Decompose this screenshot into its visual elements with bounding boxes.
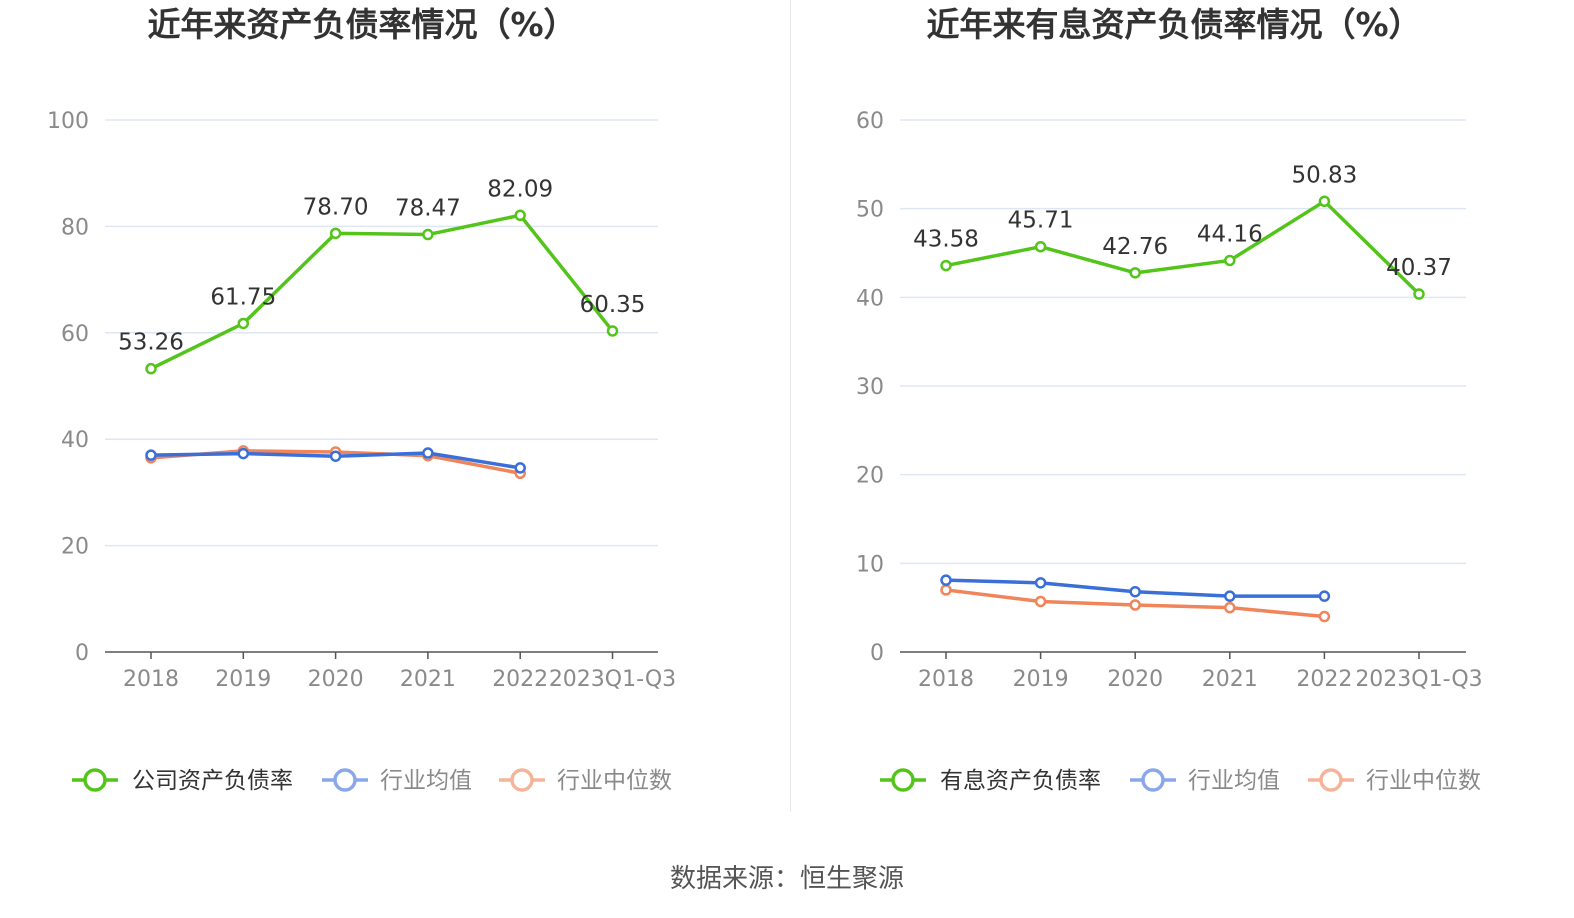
data-point-company xyxy=(1413,288,1425,300)
y-tick-label: 100 xyxy=(47,109,89,134)
legend-marker-company xyxy=(83,768,107,792)
data-point-company xyxy=(1318,195,1331,208)
data-point-company xyxy=(237,317,250,330)
x-tick-label: 2019 xyxy=(215,667,271,692)
legend-marker-median xyxy=(510,768,534,792)
data-label: 45.71 xyxy=(1008,208,1074,234)
legend-marker-avg xyxy=(333,768,357,792)
data-point-avg xyxy=(940,574,952,586)
data-point-company xyxy=(145,362,157,375)
y-tick-label: 20 xyxy=(856,464,884,489)
data-label: 60.35 xyxy=(580,292,646,318)
data-label: 61.75 xyxy=(210,284,276,310)
x-tick-label: 2020 xyxy=(308,667,364,692)
data-point-median xyxy=(1034,595,1047,608)
data-label: 53.26 xyxy=(118,330,184,356)
legend-label-avg: 行业均值 xyxy=(380,768,472,794)
data-point-avg xyxy=(329,450,342,462)
chart-divider xyxy=(790,0,791,812)
data-label: 50.83 xyxy=(1291,162,1357,188)
data-point-company xyxy=(606,325,619,337)
data-point-company xyxy=(940,259,952,272)
data-point-median xyxy=(940,584,952,596)
data-source: 数据来源：恒生聚源 xyxy=(669,864,904,894)
x-tick-label: 2022 xyxy=(1296,667,1352,692)
data-point-avg xyxy=(514,462,526,474)
legend-marker-avg xyxy=(1141,768,1165,792)
data-point-median xyxy=(1224,601,1236,614)
x-tick-label: 2022 xyxy=(492,667,548,692)
x-tick-label: 2023Q1-Q3 xyxy=(549,667,676,692)
chart-title: 近年来资产负债率情况（%） xyxy=(147,5,576,44)
y-tick-label: 60 xyxy=(61,322,89,347)
y-tick-label: 60 xyxy=(856,109,884,134)
x-tick-label: 2021 xyxy=(1202,667,1258,692)
legend-label-median: 行业中位数 xyxy=(1366,768,1481,794)
y-tick-label: 0 xyxy=(75,641,89,666)
data-point-company xyxy=(1129,267,1141,279)
debt-ratio-chart: 近年来资产负债率情况（%） 0 20 40 60 80 100 2018 2019 2020 202… xyxy=(47,5,676,794)
legend-label-company: 有息资产负债率 xyxy=(940,768,1101,794)
data-point-avg xyxy=(422,447,434,459)
y-tick-label: 40 xyxy=(61,428,89,453)
data-point-avg xyxy=(1129,585,1141,598)
x-tick-label: 2019 xyxy=(1013,667,1069,692)
y-tick-label: 0 xyxy=(870,641,884,666)
y-tick-label: 10 xyxy=(856,552,884,577)
data-point-avg xyxy=(1034,577,1047,589)
y-tick-label: 40 xyxy=(856,286,884,311)
data-label: 43.58 xyxy=(913,227,979,253)
data-point-company xyxy=(514,209,526,222)
series-line-company xyxy=(945,199,1421,296)
data-label: 82.09 xyxy=(487,176,553,202)
data-point-avg xyxy=(145,449,157,461)
data-point-company xyxy=(1224,254,1236,267)
y-tick-label: 20 xyxy=(61,535,89,560)
x-tick-label: 2020 xyxy=(1107,667,1163,692)
data-label: 78.70 xyxy=(303,194,369,220)
data-point-avg xyxy=(237,447,250,460)
series-line-company xyxy=(150,213,614,371)
x-tick-label: 2018 xyxy=(123,667,179,692)
data-label: 40.37 xyxy=(1386,255,1452,281)
data-point-median xyxy=(1129,599,1141,611)
data-point-avg xyxy=(1224,590,1236,602)
legend-label-median: 行业中位数 xyxy=(557,768,672,794)
legend-label-company: 公司资产负债率 xyxy=(132,768,293,794)
y-tick-label: 50 xyxy=(856,198,884,223)
legend-label-avg: 行业均值 xyxy=(1188,768,1280,794)
data-point-company xyxy=(422,228,434,241)
data-point-company xyxy=(1034,240,1047,253)
data-label: 78.47 xyxy=(395,196,461,222)
data-point-median xyxy=(1318,610,1331,623)
legend-marker-median xyxy=(1319,768,1343,792)
data-point-company xyxy=(329,227,342,240)
data-point-avg xyxy=(1318,590,1331,602)
x-tick-label: 2018 xyxy=(918,667,974,692)
y-tick-label: 30 xyxy=(856,375,884,400)
data-label: 44.16 xyxy=(1197,221,1263,247)
chart-title: 近年来有息资产负债率情况（%） xyxy=(926,5,1421,44)
data-label: 42.76 xyxy=(1102,234,1168,260)
interest-debt-ratio-chart: 近年来有息资产负债率情况（%） 0 10 20 30 40 50 60 2018 2019 2020… xyxy=(856,5,1483,794)
y-tick-label: 80 xyxy=(61,215,89,240)
legend-marker-company xyxy=(891,768,915,792)
x-tick-label: 2023Q1-Q3 xyxy=(1355,667,1482,692)
x-tick-label: 2021 xyxy=(400,667,456,692)
